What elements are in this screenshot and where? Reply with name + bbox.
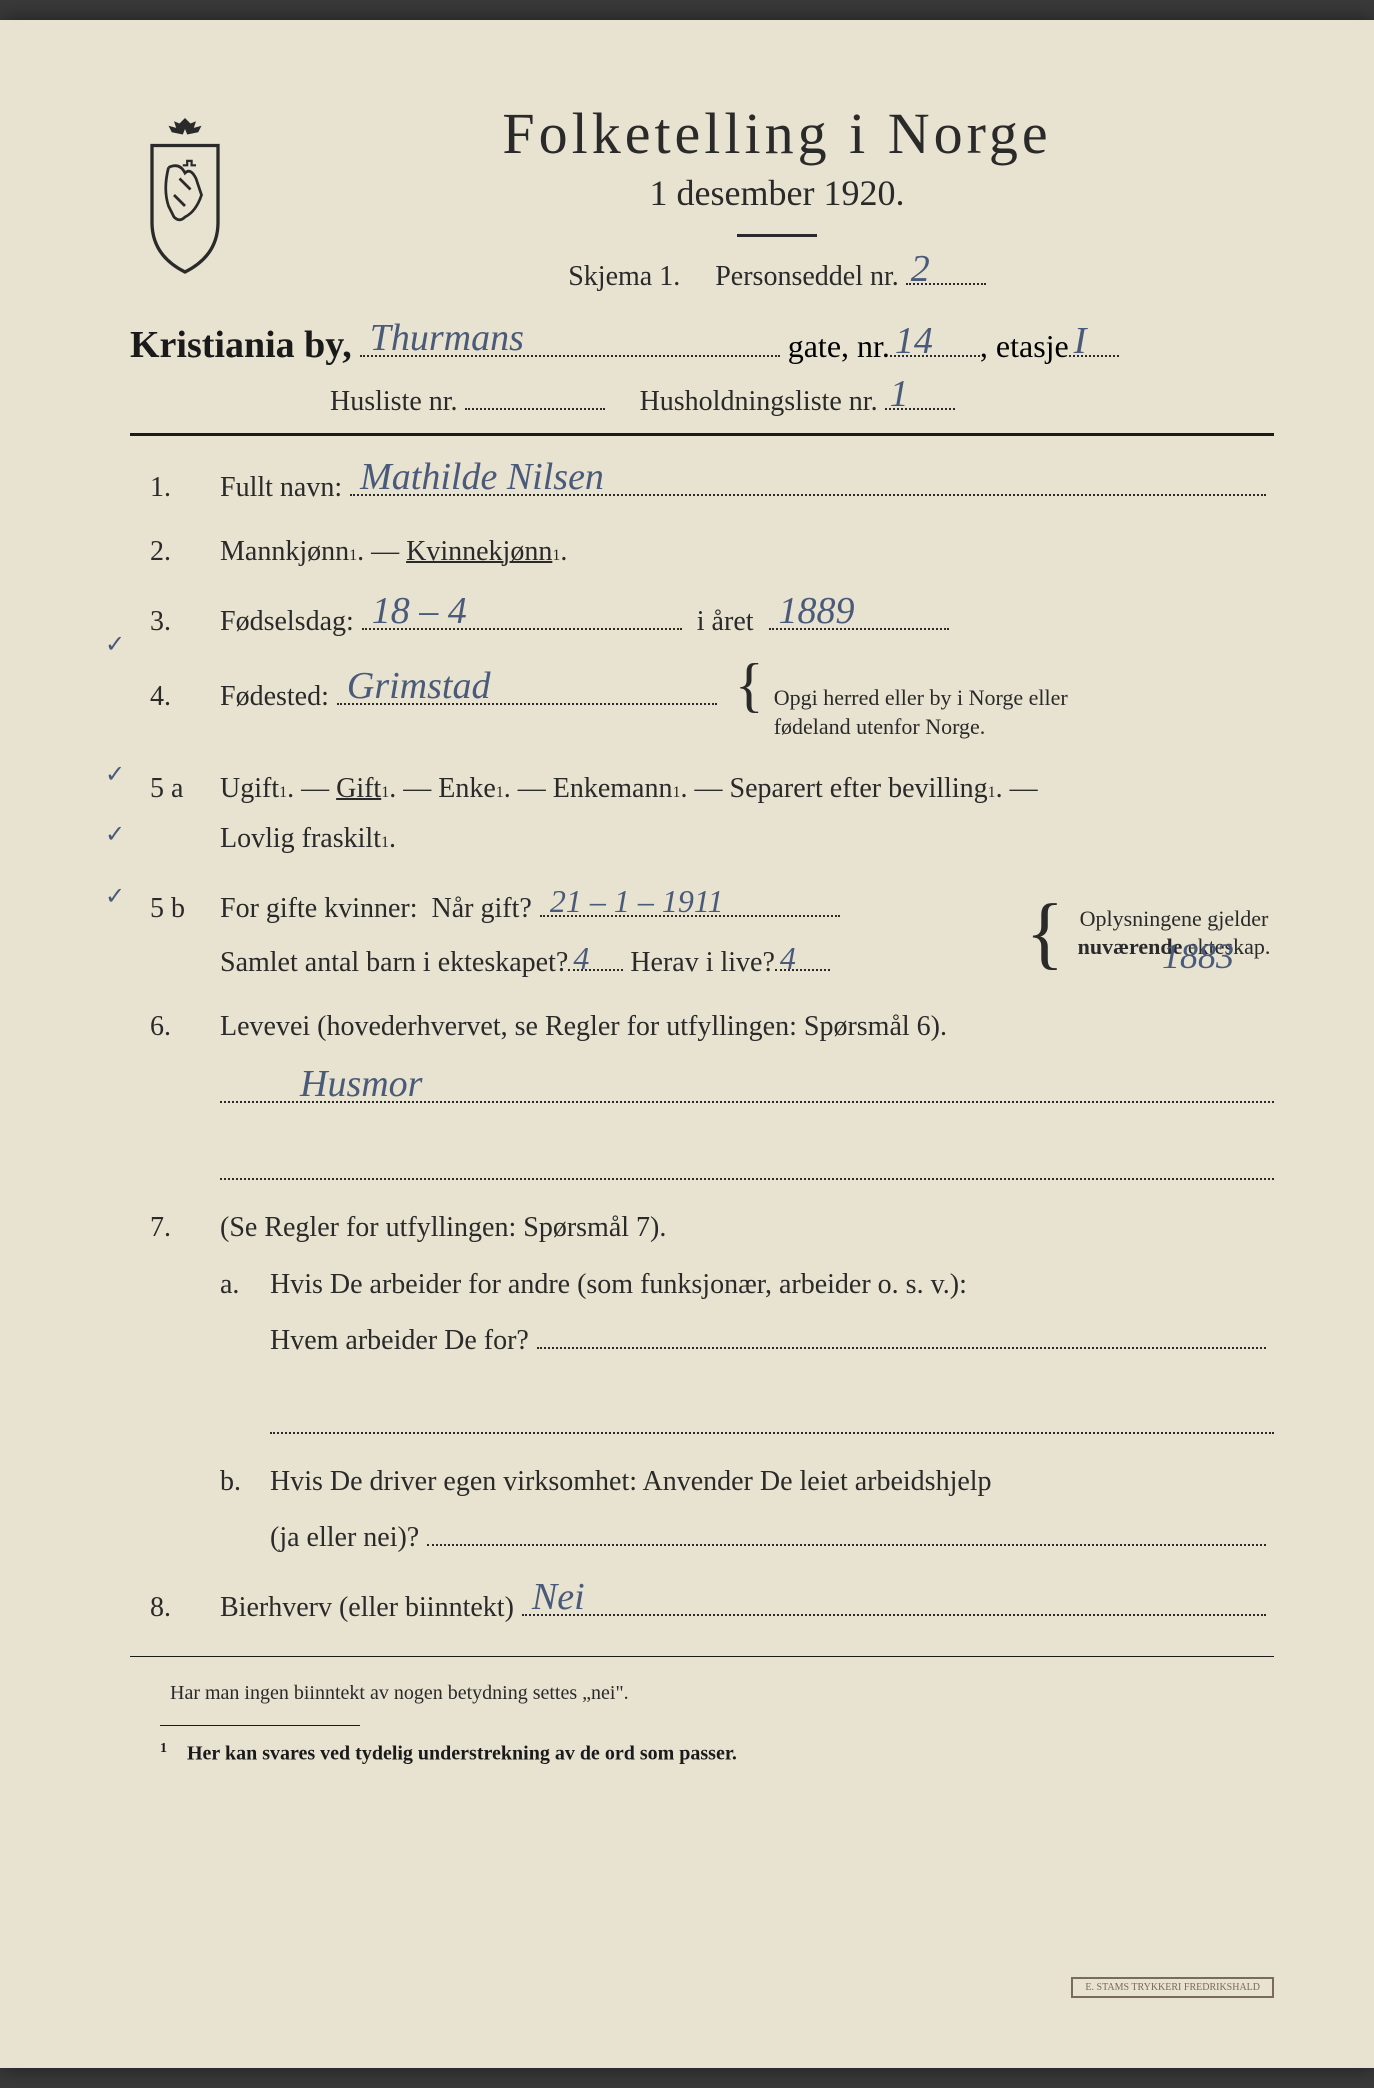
coat-of-arms-icon — [130, 110, 240, 280]
q4-note: Opgi herred eller by i Norge eller fødel… — [774, 684, 1094, 741]
printer-stamp: E. STAMS TRYKKERI FREDRIKSHALD — [1071, 1977, 1274, 1998]
brace-icon: { — [735, 670, 764, 700]
personseddel-nr-field: 2 — [906, 257, 986, 285]
birthyear-field: 1889 — [769, 600, 949, 630]
tick-mark-icon: ✓ — [105, 760, 125, 789]
q7a-line: a. Hvis De arbeider for andre (som funks… — [130, 1269, 1274, 1301]
occupation-field-2 — [220, 1135, 1274, 1180]
q1-line: 1. Fullt navn: Mathilde Nilsen — [130, 466, 1274, 504]
q5b-block: 5 b For gifte kvinner: Når gift? 21 – 1 … — [130, 887, 1274, 979]
divider-icon — [160, 1725, 360, 1726]
census-form-page: Folketelling i Norge 1 desember 1920. Sk… — [0, 20, 1374, 2068]
main-title: Folketelling i Norge — [280, 100, 1274, 167]
schema-line: Skjema 1. Personseddel nr. 2 — [280, 257, 1274, 293]
fullname-field: Mathilde Nilsen — [350, 466, 1266, 496]
children-total-field: 4 — [568, 943, 623, 971]
divider-icon — [130, 1656, 1274, 1657]
header: Folketelling i Norge 1 desember 1920. Sk… — [130, 100, 1274, 293]
q6-line: 6. Levevei (hovederhvervet, se Regler fo… — [130, 1011, 1274, 1043]
margin-year: 1883 — [1162, 935, 1234, 977]
gate-nr-field: 14 — [890, 329, 980, 357]
gender-selected: Kvinnekjønn — [406, 536, 552, 568]
husliste-line: Husliste nr. Husholdningsliste nr. 1 — [130, 382, 1274, 418]
birthplace-field: Grimstad — [337, 675, 717, 705]
title-block: Folketelling i Norge 1 desember 1920. Sk… — [280, 100, 1274, 293]
husliste-field — [465, 382, 605, 410]
subtitle: 1 desember 1920. — [280, 172, 1274, 214]
street-field: Thurmans — [360, 327, 780, 357]
tick-mark-icon: ✓ — [105, 820, 125, 849]
brace-icon: { — [1026, 913, 1064, 953]
husholdning-field: 1 — [885, 382, 955, 410]
children-alive-field: 4 — [775, 943, 830, 971]
q5a-line: 5 a Ugift1. — Gift1. — Enke1. — Enkemann… — [130, 773, 1274, 805]
employer-field — [537, 1319, 1266, 1349]
q3-line: 3. Fødselsdag: 18 – 4 i året 1889 — [130, 600, 1274, 638]
q7b-line: b. Hvis De driver egen virksomhet: Anven… — [130, 1466, 1274, 1498]
q4-line: 4. Fødested: Grimstad { Opgi herred elle… — [130, 670, 1274, 741]
birthday-field: 18 – 4 — [362, 600, 682, 630]
divider-icon — [737, 234, 817, 237]
q7b-line2: (ja eller nei)? — [130, 1516, 1274, 1554]
address-line: Kristiania by, Thurmans gate, nr. 14 , e… — [130, 323, 1274, 367]
q2-line: 2. Mannkjønn1. — Kvinnekjønn1. — [130, 536, 1274, 568]
q7a-line2: Hvem arbeider De for? — [130, 1319, 1274, 1357]
q7-line: 7. (Se Regler for utfyllingen: Spørsmål … — [130, 1212, 1274, 1244]
marriage-date-field: 21 – 1 – 1911 — [540, 887, 840, 917]
footnote-2: 1 Her kan svares ved tydelig understrekn… — [130, 1741, 1274, 1766]
q8-line: 8. Bierhverv (eller biinntekt) Nei — [130, 1586, 1274, 1624]
tick-mark-icon: ✓ — [105, 630, 125, 659]
divider-icon — [130, 433, 1274, 436]
hired-help-field — [427, 1516, 1266, 1546]
q5a-line2: Lovlig fraskilt1. — [130, 823, 1274, 855]
marital-selected: Gift — [336, 773, 381, 805]
etasje-field: I — [1069, 329, 1119, 357]
side-income-field: Nei — [522, 1586, 1266, 1616]
employer-field-2 — [270, 1389, 1274, 1434]
footnote-1: Har man ingen biinntekt av nogen betydni… — [130, 1682, 1274, 1705]
city-label: Kristiania by, — [130, 323, 352, 367]
occupation-field: Husmor — [220, 1058, 1274, 1103]
tick-mark-icon: ✓ — [105, 882, 125, 911]
